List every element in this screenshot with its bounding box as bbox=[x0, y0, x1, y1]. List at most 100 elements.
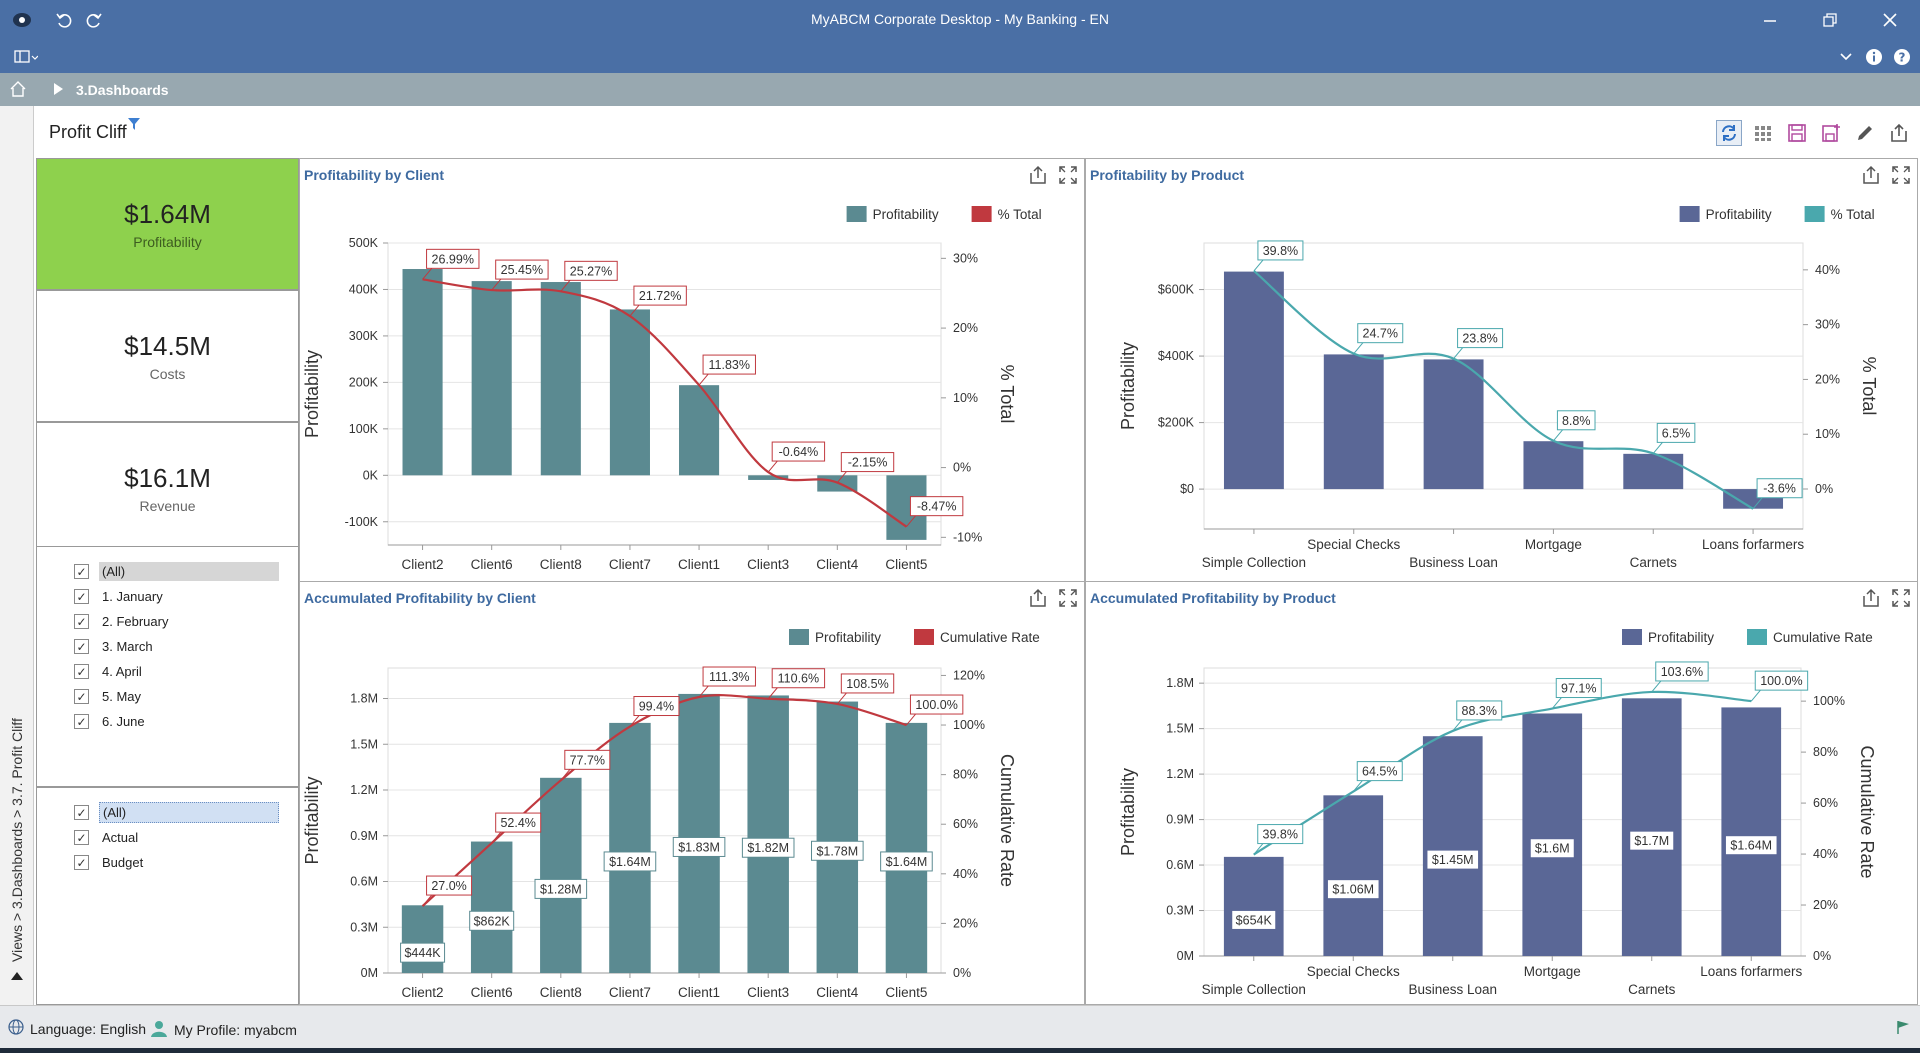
filter-item-scenario[interactable]: ✓ Actual bbox=[37, 825, 298, 850]
filter-item-all-scenarios[interactable]: ✓ (All) bbox=[37, 800, 298, 825]
kpi-card-profitability[interactable]: $1.64M Profitability bbox=[36, 158, 299, 290]
maximize-icon[interactable] bbox=[1891, 165, 1911, 190]
checkbox-checked-icon[interactable]: ✓ bbox=[74, 664, 89, 679]
filter-item-all-months[interactable]: ✓ (All) bbox=[37, 559, 298, 584]
bar bbox=[1423, 359, 1484, 490]
breadcrumb-dashboards[interactable]: 3.Dashboards bbox=[76, 82, 169, 98]
y2-tick-label: 30% bbox=[1815, 318, 1840, 332]
filter-item-month[interactable]: ✓ 1. January bbox=[37, 584, 298, 609]
checkbox-checked-icon[interactable]: ✓ bbox=[74, 689, 89, 704]
bar bbox=[540, 777, 582, 973]
filter-item-label: Actual bbox=[102, 830, 139, 845]
play-arrow-icon[interactable] bbox=[46, 77, 70, 101]
y2-axis-title: % Total bbox=[1859, 357, 1879, 416]
redo-icon[interactable] bbox=[82, 8, 106, 32]
filter-item-month[interactable]: ✓ 4. April bbox=[37, 659, 298, 684]
filter-item-month[interactable]: ✓ 3. March bbox=[37, 634, 298, 659]
filter-item-month[interactable]: ✓ 6. June bbox=[37, 709, 298, 734]
y-tick-label: 1.2M bbox=[350, 783, 378, 797]
label-connector bbox=[422, 893, 433, 907]
bar-label-text: $1.83M bbox=[678, 840, 720, 854]
legend-swatch bbox=[1747, 629, 1767, 645]
checkbox-checked-icon[interactable]: ✓ bbox=[74, 805, 89, 820]
export-icon[interactable] bbox=[1861, 165, 1881, 190]
filter-item-month[interactable]: ✓ 5. May bbox=[37, 684, 298, 709]
checkbox-checked-icon[interactable]: ✓ bbox=[74, 639, 89, 654]
x-tick-label: Special Checks bbox=[1307, 964, 1400, 979]
bar-data-label: $1.78M bbox=[811, 840, 864, 861]
views-side-panel[interactable]: Views > 3.Dashboards > 3.7. Profit Cliff bbox=[0, 106, 34, 1005]
home-icon[interactable] bbox=[6, 77, 30, 101]
filter-item-scenario[interactable]: ✓ Budget bbox=[37, 850, 298, 875]
export-icon[interactable] bbox=[1861, 588, 1881, 613]
checkbox-checked-icon[interactable]: ✓ bbox=[74, 714, 89, 729]
label-connector bbox=[1750, 688, 1762, 702]
legend-label: Profitability bbox=[1648, 630, 1714, 645]
chevron-down-icon[interactable] bbox=[1834, 45, 1858, 69]
y2-tick-label: 40% bbox=[1815, 263, 1840, 277]
grid-view-icon[interactable] bbox=[1750, 120, 1776, 146]
line-label-text: 103.6% bbox=[1661, 665, 1703, 679]
line-label-text: 64.5% bbox=[1362, 765, 1397, 779]
edit-pencil-icon[interactable] bbox=[1852, 120, 1878, 146]
save-icon[interactable] bbox=[1784, 120, 1810, 146]
info-icon[interactable] bbox=[1862, 45, 1886, 69]
line-data-label: 100.0% bbox=[1750, 670, 1809, 702]
kpi-card-revenue[interactable]: $16.1M Revenue bbox=[36, 422, 299, 551]
line-label-box bbox=[909, 694, 964, 715]
label-connector bbox=[1652, 441, 1664, 454]
refresh-icon[interactable] bbox=[1716, 120, 1742, 146]
line-label-box bbox=[840, 673, 895, 694]
legend-label: Cumulative Rate bbox=[1773, 630, 1873, 645]
bar-label-box bbox=[880, 851, 933, 872]
minimize-icon[interactable] bbox=[1758, 8, 1782, 32]
export-icon[interactable] bbox=[1028, 165, 1048, 190]
y2-tick-label: 20% bbox=[1815, 372, 1840, 386]
y-tick-label: 0K bbox=[363, 468, 379, 482]
maximize-icon[interactable] bbox=[1058, 165, 1078, 190]
kpi-card-costs[interactable]: $14.5M Costs bbox=[36, 290, 299, 422]
x-tick-label: Mortgage bbox=[1524, 964, 1581, 979]
label-connector bbox=[422, 267, 433, 280]
profile-selector[interactable]: My Profile: myabcm bbox=[150, 1019, 297, 1040]
filter-item-month[interactable]: ✓ 2. February bbox=[37, 609, 298, 634]
label-connector bbox=[1353, 341, 1365, 354]
line-label-text: -0.64% bbox=[779, 445, 819, 459]
y-tick-label: 0.3M bbox=[1166, 904, 1194, 918]
close-icon[interactable] bbox=[1878, 8, 1902, 32]
line-label-text: 26.99% bbox=[432, 252, 474, 266]
filter-item-label: Budget bbox=[102, 855, 144, 870]
checkbox-checked-icon[interactable]: ✓ bbox=[74, 564, 89, 579]
maximize-icon[interactable] bbox=[1891, 588, 1911, 613]
restore-icon[interactable] bbox=[1818, 8, 1842, 32]
y-axis-title: Profitability bbox=[302, 350, 322, 438]
filter-icon[interactable] bbox=[127, 116, 141, 137]
line-label-text: 99.4% bbox=[639, 700, 674, 714]
bar-data-label: $1.7M bbox=[1629, 830, 1675, 851]
legend-swatch bbox=[846, 206, 867, 222]
bar-label-text: $654K bbox=[1236, 913, 1273, 927]
language-selector[interactable]: Language: English bbox=[8, 1019, 146, 1038]
bar-data-label: $1.28M bbox=[534, 878, 588, 899]
bar-label-box bbox=[1231, 909, 1277, 930]
help-icon[interactable]: ? bbox=[1890, 45, 1914, 69]
save-as-icon[interactable] bbox=[1818, 120, 1844, 146]
export-icon[interactable] bbox=[1028, 588, 1048, 613]
line-label-box bbox=[909, 496, 964, 517]
undo-icon[interactable] bbox=[52, 8, 76, 32]
checkbox-checked-icon[interactable]: ✓ bbox=[74, 589, 89, 604]
export-icon[interactable] bbox=[1886, 120, 1912, 146]
label-connector bbox=[1253, 842, 1265, 855]
x-tick-label: Client3 bbox=[747, 557, 789, 572]
checkbox-checked-icon[interactable]: ✓ bbox=[74, 614, 89, 629]
checkbox-checked-icon[interactable]: ✓ bbox=[74, 830, 89, 845]
maximize-icon[interactable] bbox=[1058, 588, 1078, 613]
layout-toggle-icon[interactable] bbox=[14, 45, 38, 69]
checkbox-checked-icon[interactable]: ✓ bbox=[74, 855, 89, 870]
ribbon-collapsed-bar: ? bbox=[0, 40, 1920, 73]
bar bbox=[678, 693, 720, 973]
label-connector bbox=[491, 277, 503, 291]
flag-icon[interactable] bbox=[1895, 1019, 1911, 1035]
x-tick-label: Loans forfarmers bbox=[1700, 964, 1802, 979]
line-data-label: 27.0% bbox=[422, 875, 473, 907]
